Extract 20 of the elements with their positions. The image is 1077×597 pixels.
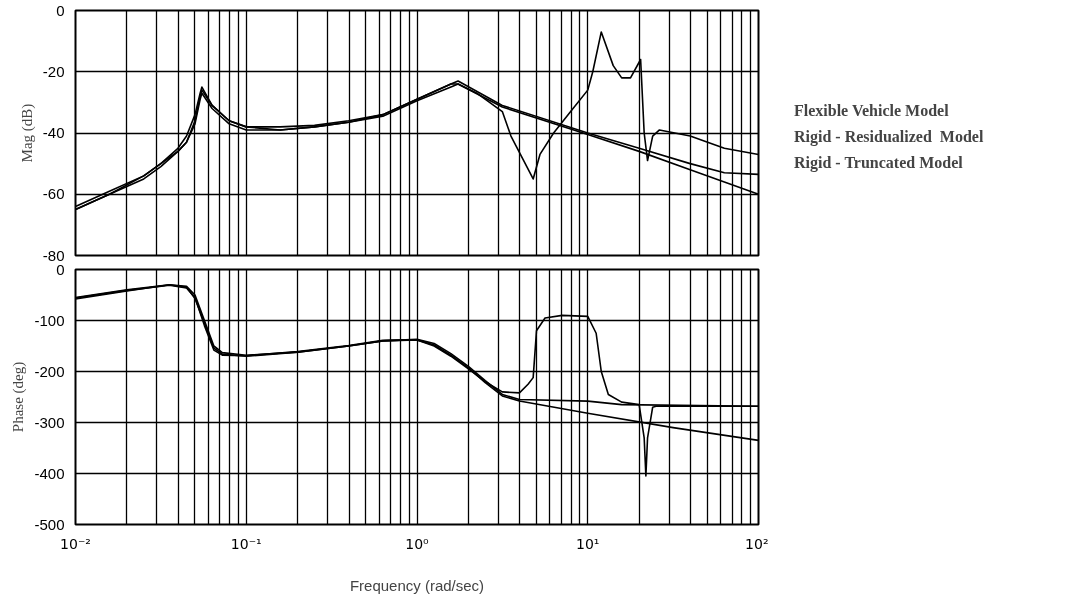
y-tick-label: -300 xyxy=(34,413,65,431)
text: Flexible Vehicle Model xyxy=(794,102,949,120)
text: Rigid - Truncated Model xyxy=(794,154,963,172)
x-tick-label: 10⁰ xyxy=(405,535,430,552)
y-tick-label: -400 xyxy=(34,464,65,482)
x-tick-label: 10⁻¹ xyxy=(230,535,262,552)
y-tick-label: -60 xyxy=(42,185,65,203)
y-tick-label: -500 xyxy=(34,515,65,533)
text: Rigid - Residualized Model xyxy=(794,128,984,146)
x-tick-label: 10¹ xyxy=(576,535,600,552)
y-tick-label: 0 xyxy=(56,1,65,19)
y-axis-title: Mag (dB) xyxy=(18,103,36,163)
y-tick-label: -200 xyxy=(34,362,65,380)
x-axis-title: Frequency (rad/sec) xyxy=(349,576,485,594)
y-tick-label: -40 xyxy=(42,124,65,141)
x-tick-label: 10⁻² xyxy=(60,535,91,552)
x-tick-label: 10² xyxy=(745,535,769,552)
y-tick-label: -100 xyxy=(34,311,65,329)
y-tick-label: -20 xyxy=(42,62,65,80)
y-axis-title: Phase (deg) xyxy=(10,361,28,433)
